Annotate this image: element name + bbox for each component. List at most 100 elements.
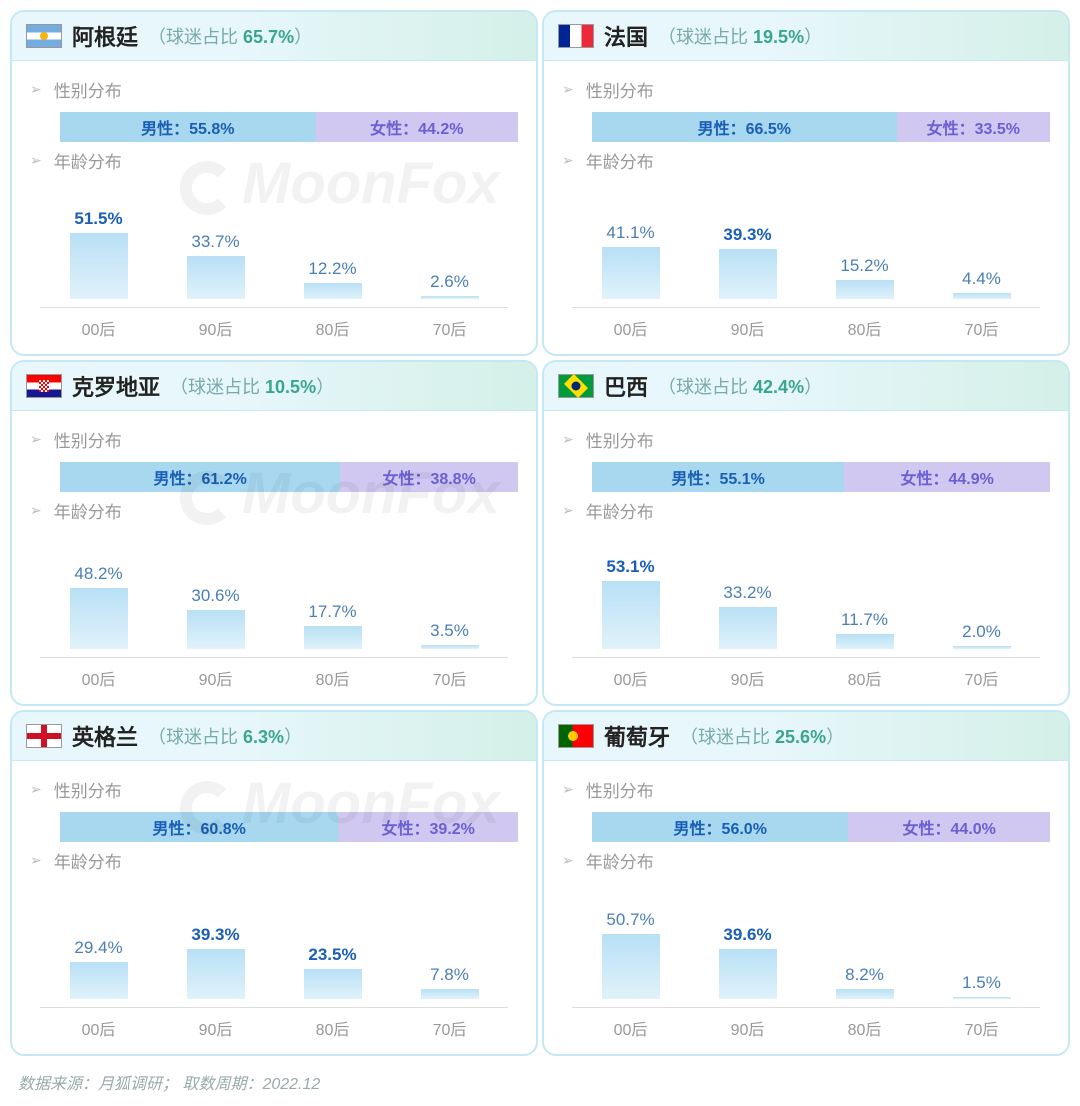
age-label: 00后: [54, 316, 144, 340]
age-value: 53.1%: [606, 557, 654, 577]
age-chart: 50.7%39.6%8.2%1.5%: [572, 889, 1040, 999]
team-card: 葡萄牙（球迷占比 25.6%）➢性别分布男性：56.0%女性：44.0%➢年龄分…: [542, 710, 1070, 1056]
chevron-icon: ➢: [562, 81, 574, 98]
chevron-icon: ➢: [562, 152, 574, 169]
age-labels: 00后90后80后70后: [572, 657, 1040, 690]
age-column: 51.5%: [54, 209, 144, 299]
gender-section-title: ➢性别分布: [562, 77, 1050, 102]
male-segment: 男性：55.1%: [592, 462, 844, 492]
team-card: 克罗地亚（球迷占比 10.5%）➢性别分布男性：61.2%女性：38.8%➢年龄…: [10, 360, 538, 706]
gender-section-title: ➢性别分布: [562, 777, 1050, 802]
age-column: 33.2%: [703, 583, 793, 649]
card-body: ➢性别分布男性：60.8%女性：39.2%➢年龄分布29.4%39.3%23.5…: [12, 761, 536, 1054]
teams-grid: 阿根廷（球迷占比 65.7%）➢性别分布男性：55.8%女性：44.2%➢年龄分…: [0, 0, 1080, 1066]
gender-bar: 男性：56.0%女性：44.0%: [592, 812, 1050, 842]
age-bar: [70, 588, 128, 649]
age-column: 4.4%: [937, 269, 1027, 299]
age-bar: [602, 934, 660, 999]
gender-bar: 男性：66.5%女性：33.5%: [592, 112, 1050, 142]
age-label: 70后: [405, 666, 495, 690]
age-label: 80后: [288, 666, 378, 690]
age-labels: 00后 90后 80后 70后: [40, 1007, 508, 1040]
age-bar: [187, 256, 245, 299]
male-segment: 男性：66.5%: [592, 112, 897, 142]
age-column: 7.8%: [405, 965, 495, 999]
age-label: 80后: [820, 316, 910, 340]
age-label: 70后: [937, 1016, 1027, 1040]
age-value: 7.8%: [430, 965, 469, 985]
chevron-icon: ➢: [562, 781, 574, 798]
team-card: 法国（球迷占比 19.5%）➢性别分布男性：66.5%女性：33.5%➢年龄分布…: [542, 10, 1070, 356]
male-segment: 男性：61.2%: [60, 462, 340, 492]
age-label: 80后: [288, 1016, 378, 1040]
age-value: 2.6%: [430, 272, 469, 292]
age-value: 41.1%: [606, 223, 654, 243]
age-value: 12.2%: [308, 259, 356, 279]
age-label: 00后: [54, 1016, 144, 1040]
age-column: 12.2%: [288, 259, 378, 299]
fan-ratio: （球迷占比 65.7%）: [148, 23, 312, 49]
age-chart: 41.1%39.3%15.2%4.4%: [572, 189, 1040, 299]
age-label: 70后: [405, 1016, 495, 1040]
age-column: 39.3%: [171, 925, 261, 999]
age-labels: 00后90后80后70后: [572, 1007, 1040, 1040]
flag-icon: [558, 724, 594, 748]
age-bar: [70, 233, 128, 299]
age-value: 23.5%: [308, 945, 356, 965]
age-column: 11.7%: [820, 610, 910, 649]
chevron-icon: ➢: [562, 431, 574, 448]
age-column: 50.7%: [586, 910, 676, 999]
team-card: 阿根廷（球迷占比 65.7%）➢性别分布男性：55.8%女性：44.2%➢年龄分…: [10, 10, 538, 356]
team-card: 巴西（球迷占比 42.4%）➢性别分布男性：55.1%女性：44.9%➢年龄分布…: [542, 360, 1070, 706]
age-value: 39.6%: [723, 925, 771, 945]
card-body: ➢性别分布男性：55.8%女性：44.2%➢年龄分布51.5%33.7%12.2…: [12, 61, 536, 354]
card-header: 阿根廷（球迷占比 65.7%）: [12, 12, 536, 61]
age-label: 00后: [586, 1016, 676, 1040]
chevron-icon: ➢: [30, 81, 42, 98]
age-chart: 29.4%39.3%23.5%7.8%: [40, 889, 508, 999]
gender-section-title: ➢性别分布: [562, 427, 1050, 452]
chevron-icon: ➢: [562, 502, 574, 519]
gender-bar: 男性：55.1%女性：44.9%: [592, 462, 1050, 492]
age-bar: [304, 283, 362, 299]
gender-section-title: ➢性别分布: [30, 77, 518, 102]
age-bar: [836, 280, 894, 299]
age-bar: [719, 607, 777, 649]
fan-ratio: （球迷占比 19.5%）: [658, 23, 822, 49]
card-header: 克罗地亚（球迷占比 10.5%）: [12, 362, 536, 411]
country-name: 巴西: [604, 370, 648, 402]
age-value: 3.5%: [430, 621, 469, 641]
age-column: 2.6%: [405, 272, 495, 299]
age-label: 80后: [820, 666, 910, 690]
age-bar: [187, 949, 245, 999]
age-column: 23.5%: [288, 945, 378, 999]
chevron-icon: ➢: [30, 431, 42, 448]
age-value: 48.2%: [74, 564, 122, 584]
card-header: 法国（球迷占比 19.5%）: [544, 12, 1068, 61]
age-bar: [421, 645, 479, 649]
age-bar: [421, 296, 479, 299]
flag-icon: [26, 374, 62, 398]
female-segment: 女性：38.8%: [340, 462, 518, 492]
age-labels: 00后90后80后70后: [40, 307, 508, 340]
country-name: 克罗地亚: [72, 370, 160, 402]
age-column: 53.1%: [586, 557, 676, 649]
age-label: 90后: [171, 1016, 261, 1040]
age-bar: [304, 969, 362, 999]
male-segment: 男性：56.0%: [592, 812, 848, 842]
fan-ratio: （球迷占比 6.3%）: [148, 723, 302, 749]
age-labels: 00后90后80后70后: [40, 657, 508, 690]
age-bar: [304, 626, 362, 649]
age-column: 48.2%: [54, 564, 144, 649]
male-segment: 男性：60.8%: [60, 812, 338, 842]
female-segment: 女性：44.2%: [316, 112, 518, 142]
age-section-title: ➢年龄分布: [562, 848, 1050, 873]
age-label: 90后: [171, 666, 261, 690]
age-bar: [602, 581, 660, 649]
age-bar: [421, 989, 479, 999]
age-value: 1.5%: [962, 973, 1001, 993]
chevron-icon: ➢: [30, 152, 42, 169]
flag-icon: [558, 24, 594, 48]
age-chart: 51.5%33.7%12.2%2.6%: [40, 189, 508, 299]
age-column: 15.2%: [820, 256, 910, 299]
